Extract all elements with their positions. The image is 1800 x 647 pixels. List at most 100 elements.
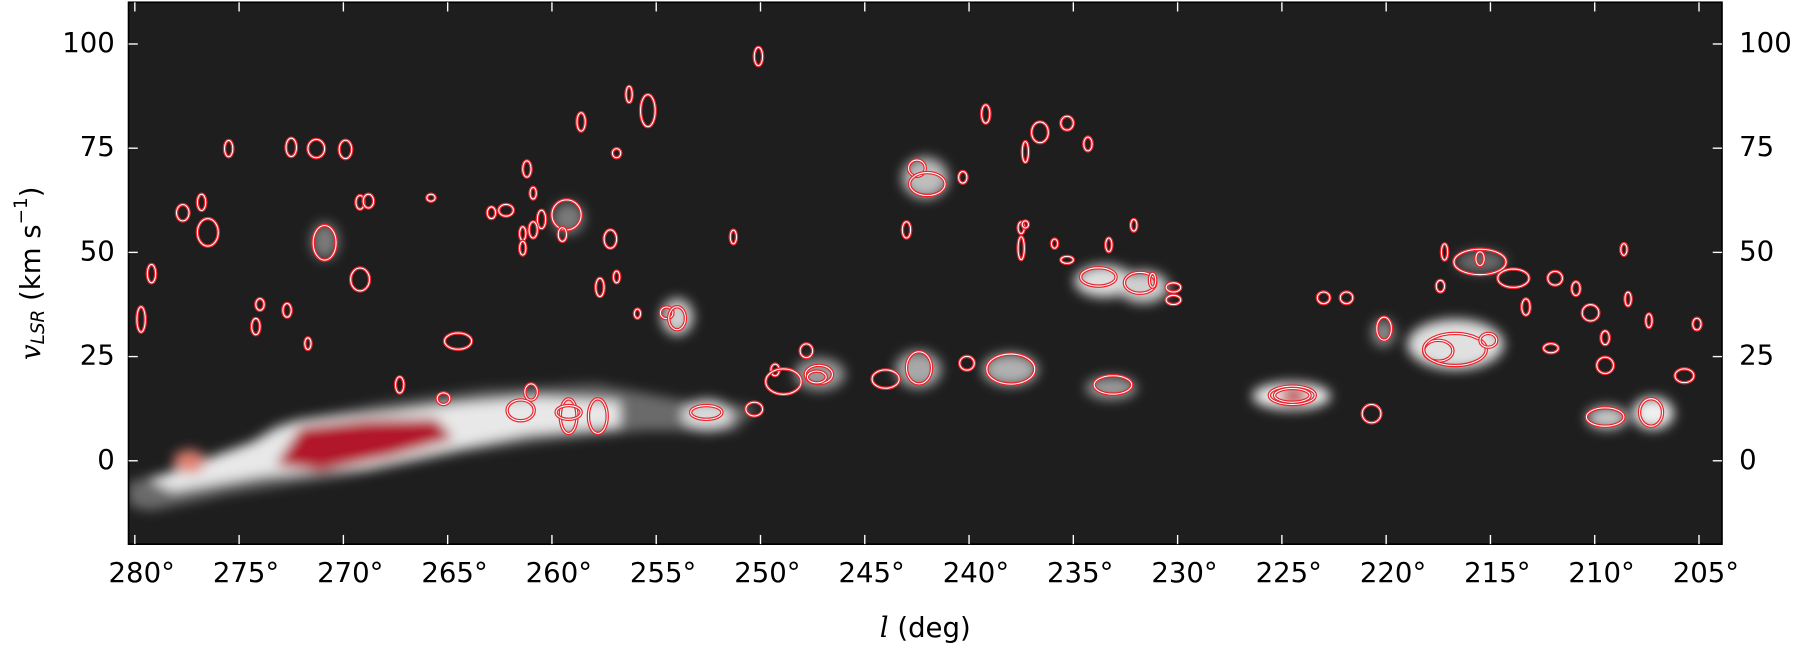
cloud-ellipse-inner: [285, 137, 297, 158]
x-axis-label: l (deg): [880, 612, 971, 645]
y-tick-label: 25: [80, 340, 115, 372]
y-tick-label-right: 100: [1739, 27, 1792, 59]
cloud-ellipse-inner: [1453, 248, 1507, 276]
cloud-ellipse-inner: [659, 306, 674, 320]
x-tick-label: 235°: [1047, 557, 1113, 589]
y-tick-label: 75: [80, 131, 115, 163]
cloud-ellipse-inner: [196, 218, 219, 247]
cloud-ellipse-inner: [1060, 115, 1074, 131]
cloud-ellipse-inner: [668, 306, 686, 331]
cloud-ellipse-inner: [350, 267, 370, 292]
cloud-ellipse-inner: [1440, 243, 1449, 261]
cloud-ellipse-inner: [524, 383, 538, 401]
cloud-ellipse-inner: [1674, 368, 1695, 384]
cloud-ellipse-inner: [603, 229, 618, 249]
cloud-ellipse-inner: [1624, 291, 1632, 307]
cloud-ellipse-inner: [362, 193, 375, 209]
cloud-ellipse-inner: [519, 240, 527, 256]
cloud-ellipse-inner: [753, 46, 764, 67]
cloud-ellipse-inner: [587, 398, 608, 434]
x-tick-label: 215°: [1464, 557, 1530, 589]
cloud-ellipse-inner: [959, 355, 975, 371]
cloud-ellipse-inner: [536, 209, 547, 230]
x-tick-label: 205°: [1673, 557, 1739, 589]
cloud-ellipse-inner: [1376, 316, 1392, 341]
x-tick-label: 250°: [734, 557, 800, 589]
cloud-ellipse-inner: [1645, 313, 1653, 329]
cloud-ellipse-inner: [1543, 343, 1559, 354]
plot-frame: [127, 1, 1723, 545]
x-tick-label: 210°: [1568, 557, 1634, 589]
cloud-ellipse-inner: [498, 203, 514, 217]
cloud-ellipse-inner: [1692, 317, 1702, 331]
cloud-ellipse-inner: [1105, 237, 1113, 253]
x-tick-label: 265°: [421, 557, 487, 589]
cloud-ellipse-inner: [909, 172, 946, 197]
x-tick-label: 245°: [838, 557, 904, 589]
y-tick-label-right: 75: [1739, 131, 1774, 163]
cloud-ellipse-inner: [304, 337, 312, 351]
cloud-ellipse-inner: [611, 148, 622, 159]
cloud-ellipse-inner: [1600, 330, 1610, 346]
cloud-ellipse-inner: [1060, 255, 1074, 264]
cloud-ellipse-inner: [1093, 375, 1133, 395]
cloud-ellipse-inner: [1021, 140, 1030, 163]
cloud-ellipse-inner: [1521, 298, 1531, 316]
x-label-unit: (deg): [889, 612, 971, 644]
cloud-ellipse-inner: [338, 139, 353, 160]
y-label-symbol: v: [15, 344, 47, 360]
cloud-ellipse-inner: [765, 368, 802, 395]
y-label-close: ): [15, 187, 47, 198]
x-tick-label: 255°: [630, 557, 696, 589]
cloud-ellipse-inner: [1050, 238, 1059, 249]
cloud-ellipse-inner: [981, 104, 991, 124]
cloud-ellipse-inner: [871, 369, 900, 389]
cloud-ellipse-inner: [436, 392, 451, 406]
cloud-ellipse-inner: [307, 138, 326, 159]
cloud-ellipse-inner: [799, 343, 814, 359]
cloud-ellipse-inner: [958, 171, 968, 184]
cloud-ellipse-inner: [1080, 267, 1117, 287]
cloud-ellipse-inner: [1585, 407, 1625, 427]
cloud-ellipse-inner: [1316, 291, 1331, 305]
x-tick-label: 275°: [213, 557, 279, 589]
cloud-ellipse-inner: [1339, 291, 1354, 305]
cloud-ellipse-inner: [1274, 387, 1311, 403]
cloud-ellipse-inner: [196, 193, 207, 212]
y-label-subscript: LSR: [28, 310, 49, 345]
ellipse-layer: [135, 45, 1703, 436]
y-label-unit: (km s: [15, 224, 47, 309]
x-tick-label: 230°: [1151, 557, 1217, 589]
cloud-ellipse-inner: [1017, 236, 1025, 261]
y-axis-label: vLSR (km s−1): [11, 187, 49, 360]
cloud-ellipse-inner: [1148, 272, 1157, 288]
cloud-ellipse-inner: [901, 221, 912, 239]
cloud-ellipse-inner: [506, 399, 535, 422]
cloud-ellipse-inner: [633, 308, 642, 319]
cloud-ellipse-inner: [444, 332, 473, 350]
cloud-ellipse-inner: [745, 401, 764, 417]
y-label-exponent: −1: [11, 197, 32, 224]
cloud-ellipse-inner: [1475, 251, 1485, 267]
cloud-ellipse-inner: [522, 160, 532, 178]
cloud-ellipse-inner: [282, 302, 292, 318]
cloud-ellipse-inner: [1581, 304, 1600, 322]
cloud-ellipse-inner: [486, 206, 497, 220]
cloud-ellipse-inner: [986, 353, 1036, 385]
cloud-ellipse-inner: [612, 270, 621, 284]
x-tick-label: 225°: [1256, 557, 1322, 589]
cloud-ellipse-inner: [557, 227, 568, 242]
cloud-ellipse-inner: [528, 221, 538, 239]
cloud-ellipse-inner: [1435, 279, 1446, 293]
cloud-ellipse-inner: [576, 112, 586, 132]
cloud-ellipse-inner: [555, 405, 582, 420]
x-tick-label: 220°: [1360, 557, 1426, 589]
cloud-ellipse-inner: [1083, 136, 1093, 152]
cloud-ellipse-inner: [1165, 282, 1182, 293]
cloud-ellipse-inner: [1021, 220, 1030, 229]
cloud-ellipse-inner: [690, 405, 723, 420]
cloud-ellipse-inner: [1423, 332, 1487, 367]
x-tick-label: 270°: [317, 557, 383, 589]
cloud-ellipse-inner: [1547, 270, 1563, 286]
cloud-ellipse-inner: [905, 351, 933, 385]
